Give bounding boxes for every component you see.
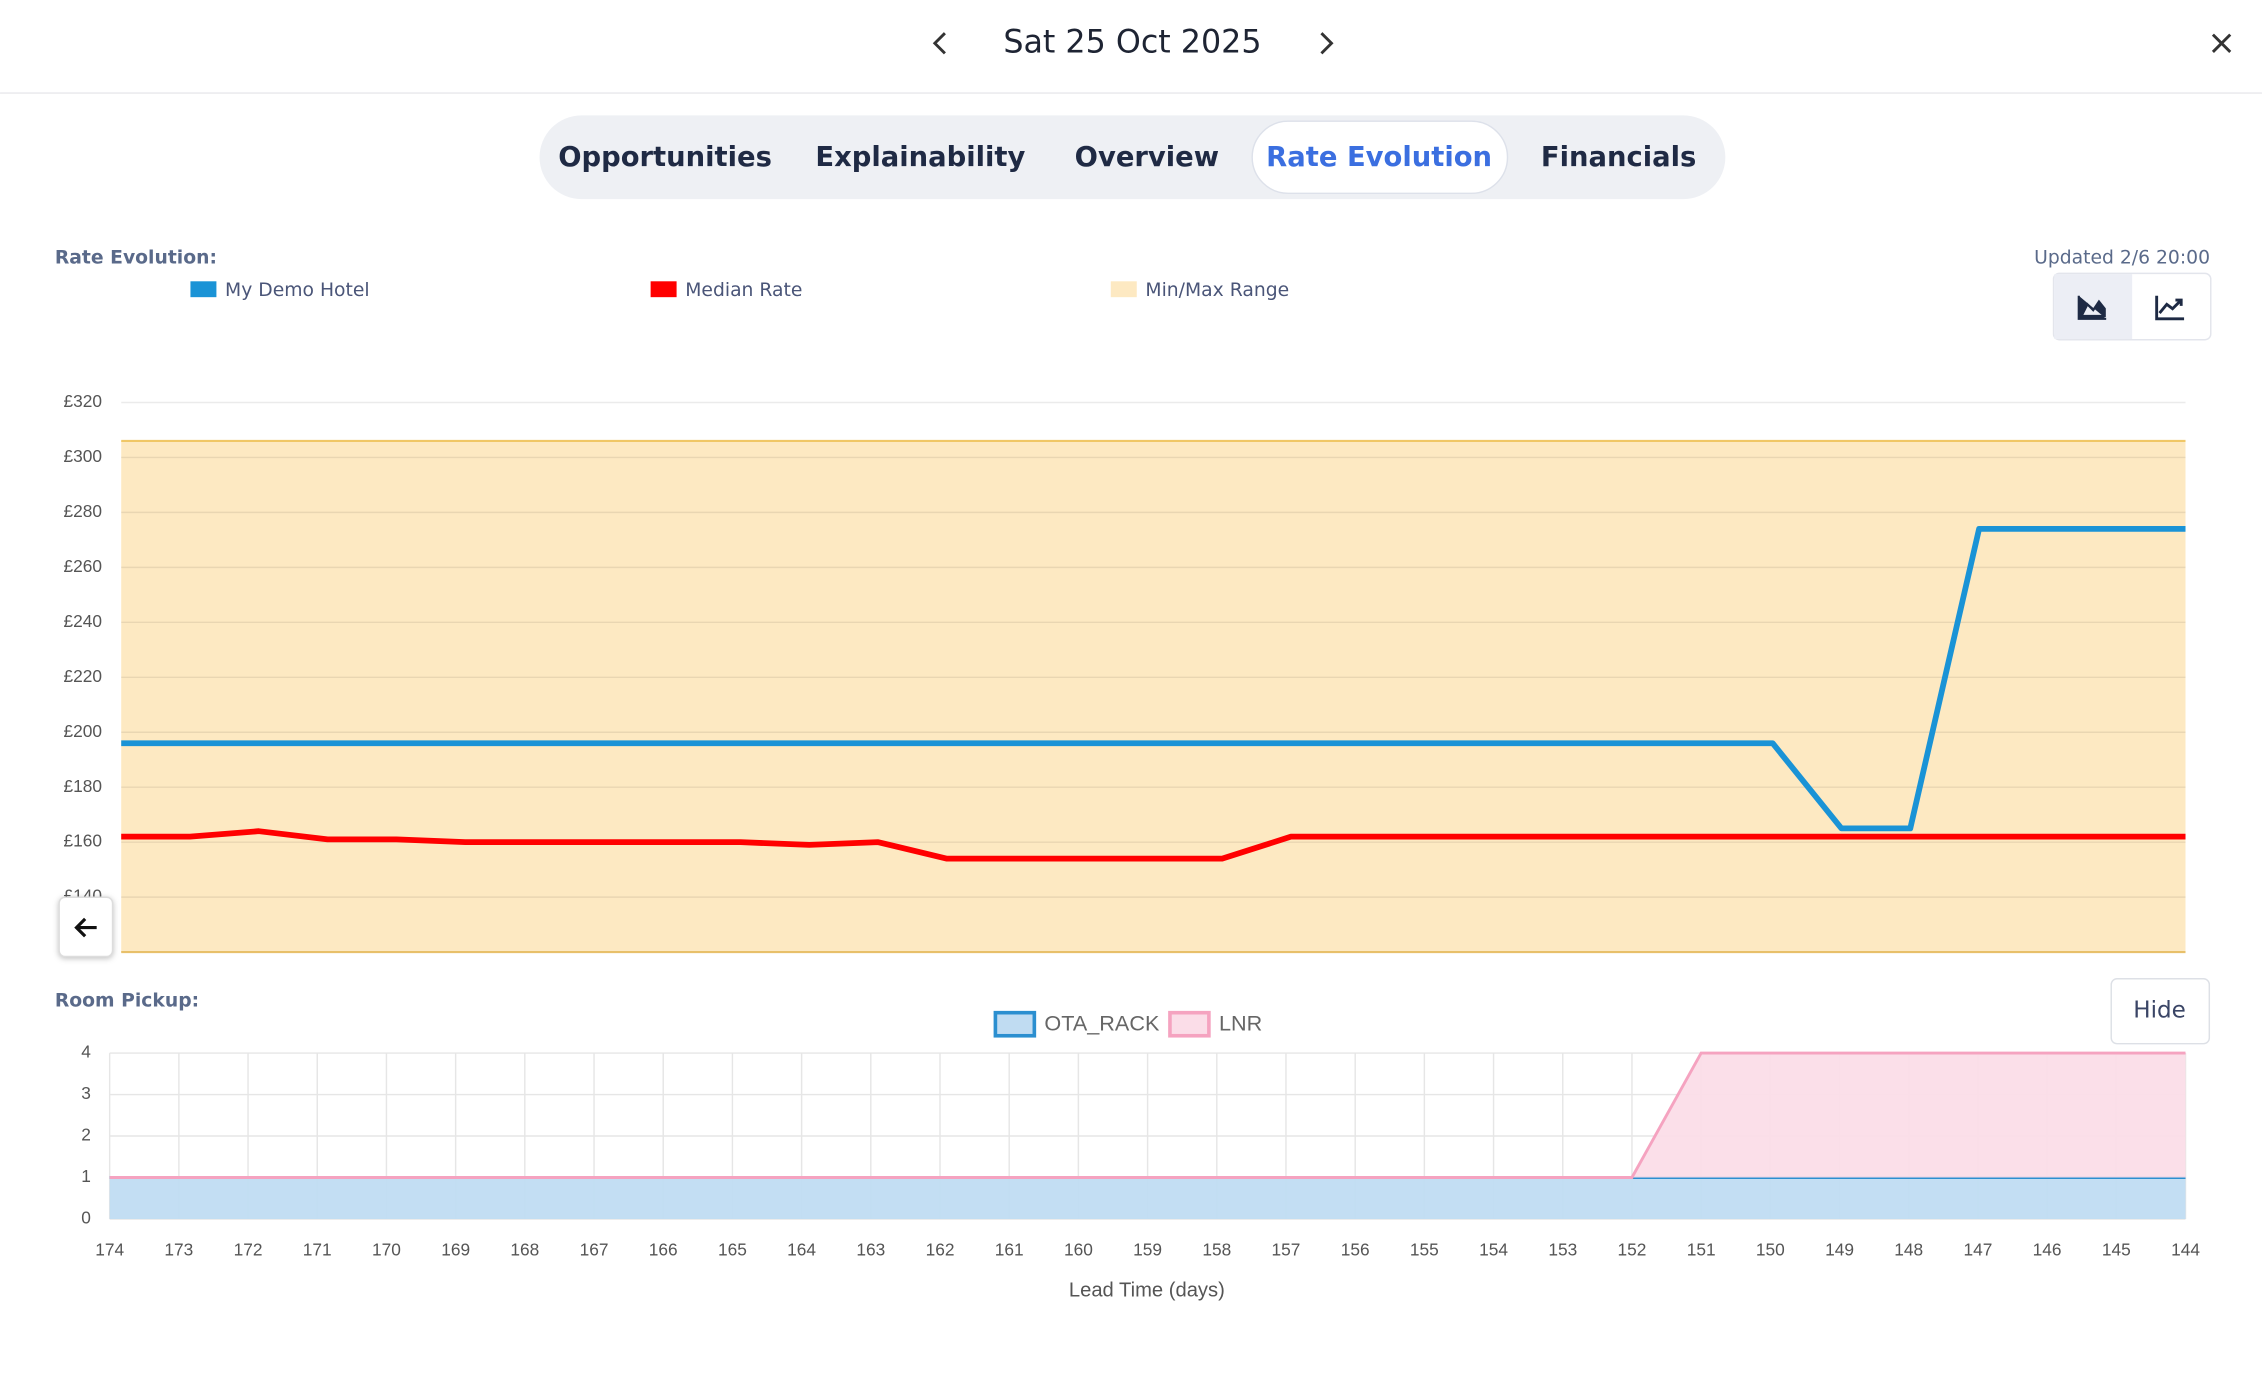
close[interactable] bbox=[2211, 33, 2232, 53]
legend-label: LNR bbox=[1219, 1011, 1262, 1036]
x-tick-label: 160 bbox=[1064, 1239, 1093, 1259]
series-line bbox=[109, 1051, 2186, 1179]
legend-label: Min/Max Range bbox=[1145, 280, 1289, 301]
y-tick-label: £200 bbox=[63, 721, 101, 741]
x-tick-label: 147 bbox=[1964, 1239, 1993, 1259]
tab[interactable]: Explainability bbox=[815, 142, 1025, 173]
y-tick-label: £260 bbox=[63, 556, 101, 576]
x-axis-title: Lead Time (days) bbox=[1069, 1279, 1225, 1301]
tab[interactable]: Financials bbox=[1541, 142, 1696, 173]
x-tick-label: 172 bbox=[234, 1239, 263, 1259]
y-tick-label: £300 bbox=[63, 446, 101, 466]
chart-title: Room Pickup: bbox=[55, 991, 199, 1012]
x-tick-label: 154 bbox=[1479, 1239, 1508, 1259]
x-tick-label: 173 bbox=[164, 1239, 193, 1259]
legend-label: OTA_RACK bbox=[1044, 1011, 1160, 1036]
tab[interactable]: Rate Evolution bbox=[1266, 142, 1492, 173]
x-tick-label: 158 bbox=[1202, 1239, 1231, 1259]
y-tick-label: 0 bbox=[81, 1208, 91, 1228]
legend-swatch bbox=[1168, 1010, 1211, 1038]
x-tick-label: 151 bbox=[1687, 1239, 1716, 1259]
legend-swatch bbox=[993, 1010, 1037, 1038]
x-tick-label: 171 bbox=[303, 1239, 332, 1259]
x-tick-label: 170 bbox=[372, 1239, 401, 1259]
legend-swatch bbox=[650, 281, 677, 298]
y-tick-label: £240 bbox=[63, 611, 101, 631]
chart-title: Rate Evolution: bbox=[55, 248, 217, 269]
series-area bbox=[109, 1177, 2186, 1219]
legend-label: Median Rate bbox=[685, 280, 802, 301]
line-view-button[interactable] bbox=[2155, 295, 2185, 321]
y-tick-label: 1 bbox=[81, 1166, 91, 1186]
y-tick-label: 4 bbox=[81, 1042, 91, 1062]
tab[interactable]: Opportunities bbox=[558, 142, 772, 173]
x-tick-label: 164 bbox=[787, 1239, 816, 1259]
series-line bbox=[121, 828, 2186, 862]
x-tick-label: 166 bbox=[649, 1239, 678, 1259]
x-tick-label: 167 bbox=[580, 1239, 609, 1259]
tab[interactable]: Overview bbox=[1075, 142, 1219, 173]
y-tick-label: £180 bbox=[63, 776, 101, 796]
x-tick-label: 163 bbox=[856, 1239, 885, 1259]
x-tick-label: 148 bbox=[1894, 1239, 1923, 1259]
x-tick-label: 165 bbox=[718, 1239, 747, 1259]
x-tick-label: 159 bbox=[1133, 1239, 1162, 1259]
next-date[interactable] bbox=[1320, 32, 1334, 55]
x-tick-label: 149 bbox=[1825, 1239, 1854, 1259]
y-tick-label: 2 bbox=[81, 1125, 91, 1145]
legend-label: My Demo Hotel bbox=[225, 280, 370, 301]
y-tick-label: £280 bbox=[63, 501, 101, 521]
legend-swatch bbox=[1110, 281, 1137, 298]
legend-swatch bbox=[190, 281, 217, 298]
x-tick-label: 145 bbox=[2102, 1239, 2131, 1259]
x-tick-label: 150 bbox=[1756, 1239, 1785, 1259]
x-tick-label: 144 bbox=[2171, 1239, 2200, 1259]
y-tick-label: £320 bbox=[63, 391, 101, 411]
x-tick-label: 162 bbox=[926, 1239, 955, 1259]
y-tick-label: £160 bbox=[63, 831, 101, 851]
range-area bbox=[121, 440, 2186, 953]
x-tick-label: 174 bbox=[95, 1239, 124, 1259]
x-tick-label: 146 bbox=[2033, 1239, 2062, 1259]
x-tick-label: 152 bbox=[1618, 1239, 1647, 1259]
y-tick-label: £220 bbox=[63, 666, 101, 686]
x-tick-label: 157 bbox=[1272, 1239, 1301, 1259]
x-tick-label: 161 bbox=[995, 1239, 1024, 1259]
x-tick-label: 153 bbox=[1548, 1239, 1577, 1259]
x-tick-label: 168 bbox=[510, 1239, 539, 1259]
date-title: Sat 25 Oct 2025 bbox=[1003, 24, 1261, 60]
x-tick-label: 155 bbox=[1410, 1239, 1439, 1259]
active-tab-bg bbox=[1251, 120, 1509, 195]
x-tick-label: 169 bbox=[441, 1239, 470, 1259]
hide-label: Hide bbox=[2133, 998, 2186, 1024]
x-tick-label: 156 bbox=[1341, 1239, 1370, 1259]
back-arrow bbox=[74, 917, 97, 938]
hide-button[interactable] bbox=[2110, 978, 2211, 1045]
y-tick-label: 3 bbox=[81, 1083, 91, 1103]
series-area bbox=[109, 1053, 2186, 1178]
prev-date[interactable] bbox=[932, 32, 946, 55]
updated-time: Updated 2/6 20:00 bbox=[2034, 248, 2210, 269]
area-view-button[interactable] bbox=[2054, 274, 2133, 340]
series-line bbox=[121, 526, 2186, 832]
